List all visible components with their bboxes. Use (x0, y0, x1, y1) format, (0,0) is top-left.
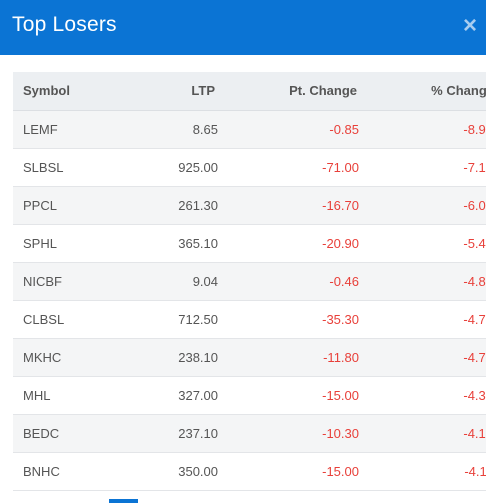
cell-pct-change: -4.72 (463, 349, 486, 365)
cell-pt-change: -15.00 (322, 387, 359, 403)
cell-pct-change: -4.11 (464, 463, 486, 479)
cell-pt-change: -71.00 (322, 159, 359, 175)
cell-pt-change: -15.00 (322, 463, 359, 479)
table-row[interactable]: SLBSL 925.00 -71.00 -7.13 (13, 148, 486, 186)
table-row[interactable]: NICBF 9.04 -0.46 -4.84 (13, 262, 486, 300)
cell-symbol[interactable]: CLBSL (23, 311, 65, 327)
cell-ltp: 8.65 (192, 121, 218, 137)
cell-pt-change: -0.46 (329, 273, 359, 289)
close-icon[interactable]: × (462, 12, 477, 39)
table-row[interactable]: SPHL 365.10 -20.90 -5.41 (13, 224, 486, 262)
table-header-row: Symbol LTP Pt. Change % Change (13, 72, 486, 111)
cell-ltp: 327.00 (178, 387, 218, 403)
cell-ltp: 365.10 (178, 235, 218, 251)
cell-pt-change: -10.30 (322, 425, 359, 441)
cell-symbol[interactable]: SLBSL (23, 159, 64, 175)
cell-pct-change: -7.13 (463, 159, 486, 175)
column-header-pct-change[interactable]: % Change (367, 72, 486, 111)
cell-ltp: 9.04 (192, 273, 218, 289)
cell-pct-change: -4.16 (463, 425, 486, 441)
cell-symbol[interactable]: BEDC (23, 425, 60, 441)
table-row[interactable]: BEDC 237.10 -10.30 -4.16 (13, 414, 486, 452)
cell-pct-change: -4.39 (463, 387, 486, 403)
cell-ltp: 261.30 (178, 197, 218, 213)
column-header-symbol[interactable]: Symbol (13, 72, 120, 111)
table-row[interactable]: BNHC 350.00 -15.00 -4.11 (13, 452, 486, 490)
cell-pt-change: -35.30 (322, 311, 359, 327)
column-header-pt-change[interactable]: Pt. Change (220, 72, 367, 111)
cell-pt-change: -16.70 (322, 197, 359, 213)
cell-symbol[interactable]: BNHC (23, 463, 60, 479)
cell-ltp: 925.00 (178, 159, 218, 175)
cell-pct-change: -4.84 (463, 273, 486, 289)
cell-symbol[interactable]: NICBF (23, 273, 62, 289)
cell-symbol[interactable]: MKHC (23, 349, 62, 365)
table-row[interactable]: MHL 327.00 -15.00 -4.39 (13, 376, 486, 414)
table-row[interactable]: MKHC 238.10 -11.80 -4.72 (13, 338, 486, 376)
column-header-ltp[interactable]: LTP (120, 72, 220, 111)
top-losers-table: Symbol LTP Pt. Change % Change LEMF 8.65… (13, 72, 486, 491)
pagination-indicator[interactable] (109, 499, 138, 503)
cell-ltp: 712.50 (178, 311, 218, 327)
cell-ltp: 237.10 (178, 425, 218, 441)
cell-pt-change: -11.80 (323, 349, 359, 365)
cell-pct-change: -8.95 (463, 121, 486, 137)
top-losers-table-container: Symbol LTP Pt. Change % Change LEMF 8.65… (13, 72, 486, 491)
table-row[interactable]: LEMF 8.65 -0.85 -8.95 (13, 110, 486, 148)
cell-pct-change: -5.41 (463, 235, 486, 251)
cell-ltp: 350.00 (178, 463, 218, 479)
dialog-title: Top Losers (12, 13, 117, 36)
cell-symbol[interactable]: LEMF (23, 121, 58, 137)
cell-pt-change: -20.90 (322, 235, 359, 251)
dialog-header: Top Losers × (0, 0, 486, 55)
cell-pt-change: -0.85 (329, 121, 359, 137)
cell-ltp: 238.10 (178, 349, 218, 365)
cell-pct-change: -6.01 (463, 197, 486, 213)
cell-symbol[interactable]: MHL (23, 387, 51, 403)
table-row[interactable]: PPCL 261.30 -16.70 -6.01 (13, 186, 486, 224)
cell-symbol[interactable]: SPHL (23, 235, 57, 251)
table-row[interactable]: CLBSL 712.50 -35.30 -4.72 (13, 300, 486, 338)
cell-symbol[interactable]: PPCL (23, 197, 57, 213)
cell-pct-change: -4.72 (463, 311, 486, 327)
